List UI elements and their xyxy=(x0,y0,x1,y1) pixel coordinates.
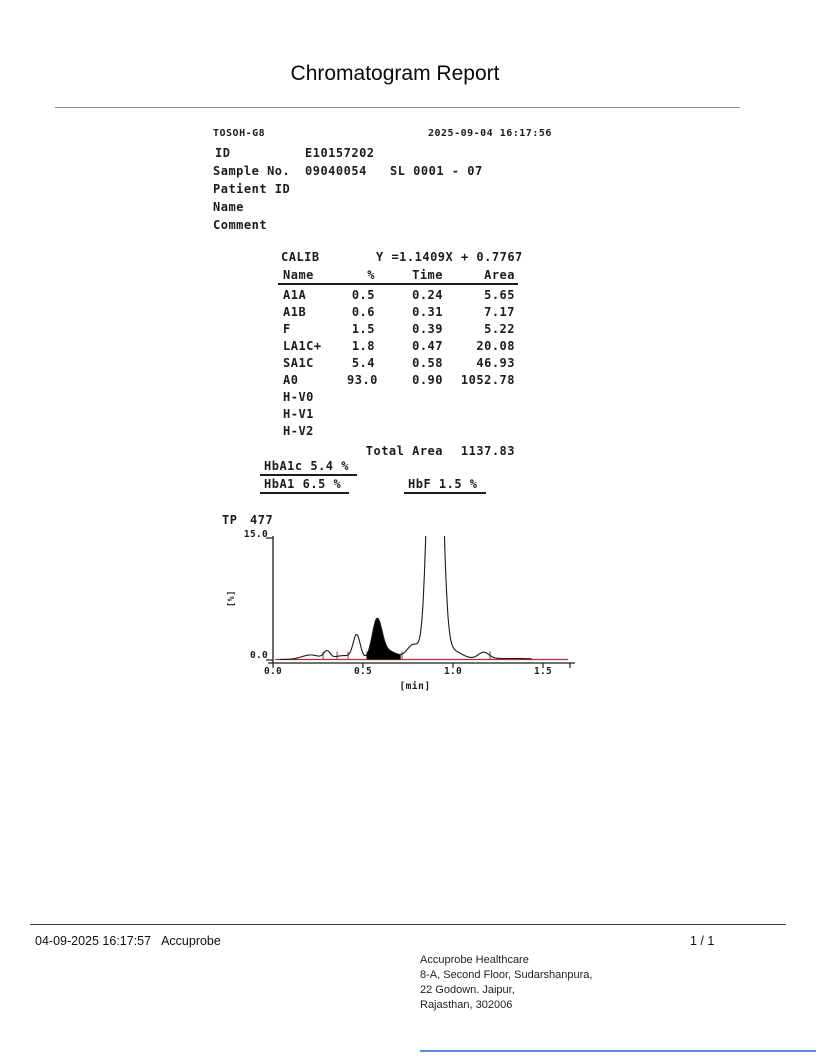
x-tick-label: 1.5 xyxy=(533,666,553,677)
table-cell xyxy=(375,390,443,406)
table-cell xyxy=(347,390,375,406)
table-cell: 0.90 xyxy=(412,373,443,387)
table-header: Name% Time Area xyxy=(283,268,515,284)
table-cell: 1052.78 xyxy=(460,373,515,387)
footer-datetime: 04-09-2025 16:17:57 xyxy=(35,934,152,948)
bottom-accent-line xyxy=(420,1050,816,1052)
total-area-label: Total Area xyxy=(365,444,443,458)
table-cell: 0.39 xyxy=(412,322,443,336)
table-cell: 93.0 xyxy=(347,373,378,387)
total-area-value: 1137.83 xyxy=(460,444,515,458)
table-row: F 1.5 0.39 5.22 xyxy=(283,322,515,338)
address-line: Accuprobe Healthcare xyxy=(420,954,529,966)
address-line: 22 Godown. Jaipur, xyxy=(420,984,515,996)
y-axis-min-label: 0.0 xyxy=(249,650,268,661)
table-row: H-V1 xyxy=(283,407,515,423)
table-cell: F xyxy=(283,322,291,336)
table-row: H-V0 xyxy=(283,390,515,406)
footer-divider xyxy=(30,924,786,925)
table-cell: 1.5 xyxy=(351,322,375,336)
footer-left: 04-09-2025 16:17:57 Accuprobe xyxy=(35,934,221,948)
comment-label: Comment xyxy=(213,218,268,232)
page-title: Chromatogram Report xyxy=(290,62,500,85)
table-cell xyxy=(347,407,375,423)
calib-equation: Y =1.1409X + 0.7767 xyxy=(376,250,523,264)
address-line: 8-A, Second Floor, Sudarshanpura, xyxy=(420,969,593,981)
table-cell: 0.47 xyxy=(412,339,443,353)
table-cell xyxy=(347,424,375,440)
table-cell: H-V1 xyxy=(283,407,314,421)
table-cell xyxy=(443,407,515,423)
x-tick-label: 0.0 xyxy=(263,666,283,677)
table-cell: H-V2 xyxy=(283,424,314,438)
table-cell: 20.08 xyxy=(476,339,515,353)
x-tick-label: 1.0 xyxy=(443,666,463,677)
chromatogram-plot xyxy=(266,536,575,668)
footer-page-number: 1 / 1 xyxy=(690,934,715,948)
table-cell: 5.65 xyxy=(484,288,515,302)
tp-label: TP xyxy=(222,513,238,527)
table-cell: 5.4 xyxy=(351,356,375,370)
sl-value: SL 0001 - 07 xyxy=(390,164,483,178)
device-model: TOSOH-G8 xyxy=(213,128,266,139)
table-cell xyxy=(375,424,443,440)
column-header: % xyxy=(367,268,375,282)
sample-no-value: 09040054 xyxy=(305,164,367,178)
column-header: Area xyxy=(484,268,515,282)
table-row: A1B 0.6 0.31 7.17 xyxy=(283,305,515,321)
address-line: Rajasthan, 302006 xyxy=(420,999,513,1011)
column-header: Time xyxy=(412,268,443,282)
table-cell: A1A xyxy=(283,288,307,302)
x-axis-unit-label: [min] xyxy=(399,681,431,692)
result-hbf: HbF 1.5 % xyxy=(404,477,486,494)
id-label: ID xyxy=(215,146,231,160)
title-divider xyxy=(55,107,740,108)
table-cell: A1B xyxy=(283,305,307,319)
patient-id-label: Patient ID xyxy=(213,182,291,196)
id-value: E10157202 xyxy=(305,146,375,160)
y-axis-max-label: 15.0 xyxy=(243,529,268,540)
table-row: H-V2 xyxy=(283,424,515,440)
table-row: LA1C+ 1.8 0.47 20.08 xyxy=(283,339,515,355)
table-cell xyxy=(375,407,443,423)
table-cell: 5.22 xyxy=(484,322,515,336)
table-cell: 0.58 xyxy=(412,356,443,370)
table-cell: A0 xyxy=(283,373,299,387)
table-cell: 0.24 xyxy=(412,288,443,302)
x-tick-label: 0.5 xyxy=(353,666,373,677)
table-cell: 7.17 xyxy=(484,305,515,319)
table-cell: H-V0 xyxy=(283,390,314,404)
footer-app-name: Accuprobe xyxy=(161,934,221,948)
calib-label: CALIB xyxy=(281,250,320,264)
table-row: SA1C 5.4 0.58 46.93 xyxy=(283,356,515,372)
table-row: A1A 0.5 0.24 5.65 xyxy=(283,288,515,304)
table-cell: 0.5 xyxy=(351,288,375,302)
name-label: Name xyxy=(213,200,244,214)
table-cell: 46.93 xyxy=(476,356,515,370)
table-cell: 1.8 xyxy=(351,339,375,353)
report-datetime: 2025-09-04 16:17:56 xyxy=(428,128,552,139)
table-cell xyxy=(443,390,515,406)
footer-address-block: Accuprobe Healthcare 8-A, Second Floor, … xyxy=(420,953,592,1013)
column-header: Name xyxy=(283,268,314,282)
tp-value: 477 xyxy=(250,513,274,527)
table-cell: 0.6 xyxy=(351,305,375,319)
total-area-row: Total Area 1137.83 xyxy=(283,444,515,460)
table-cell: LA1C+ xyxy=(283,339,322,353)
table-header-rule xyxy=(278,283,518,285)
table-cell xyxy=(443,424,515,440)
result-hba1c: HbA1c 5.4 % xyxy=(260,459,357,476)
sample-no-label: Sample No. xyxy=(213,164,291,178)
table-cell: 0.31 xyxy=(412,305,443,319)
result-hba1: HbA1 6.5 % xyxy=(260,477,350,494)
table-row: A0 93.0 0.90 1052.78 xyxy=(283,373,515,389)
table-cell: SA1C xyxy=(283,356,314,370)
